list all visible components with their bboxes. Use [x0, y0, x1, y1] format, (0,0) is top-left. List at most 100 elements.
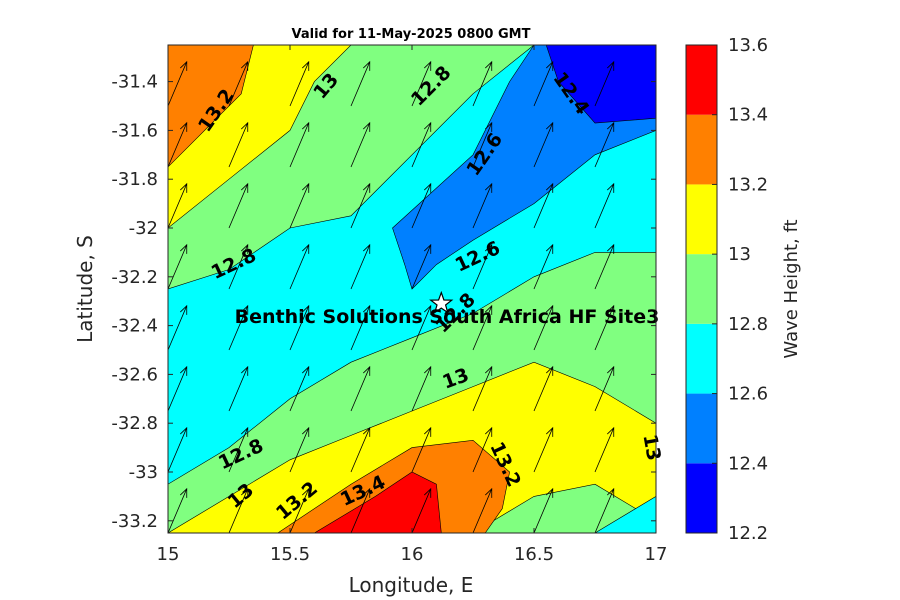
wind-arrow-shaft — [594, 366, 615, 412]
colorbar-swatch — [686, 114, 717, 185]
wind-arrow-shaft — [289, 488, 310, 533]
wind-arrow-head — [424, 365, 432, 376]
wind-arrow-head — [668, 306, 674, 315]
colorbar-label: Wave Height, ft — [781, 219, 802, 358]
wind-arrow — [533, 304, 554, 351]
wind-arrow — [655, 531, 656, 533]
wind-arrow-shaft — [168, 427, 188, 473]
x-axis-label: Longitude, E — [349, 573, 474, 597]
chart-title: Valid for 11-May-2025 0800 GMT — [292, 27, 531, 42]
wind-arrow-shaft — [472, 183, 493, 229]
wind-arrow-shaft — [168, 244, 188, 290]
wind-arrow-head — [180, 426, 188, 437]
wind-arrow-shaft — [411, 427, 432, 473]
wind-arrow — [655, 165, 656, 167]
wind-arrow-head — [607, 365, 615, 376]
wind-arrow — [411, 487, 432, 533]
colorbar-tick-label: 12.4 — [728, 453, 768, 474]
wind-arrow-head — [241, 60, 249, 71]
wind-arrow — [595, 1, 613, 46]
wind-arrow — [594, 304, 615, 351]
wind-arrow-head — [424, 243, 432, 254]
colorbar-swatch — [686, 393, 717, 464]
wind-arrow — [472, 243, 493, 290]
wind-arrow-head — [485, 487, 493, 498]
wind-arrow-head — [546, 365, 554, 376]
wind-arrow-head — [363, 243, 371, 254]
wind-arrow-head — [546, 304, 554, 315]
wind-arrow-head — [363, 182, 371, 193]
wind-arrow — [472, 121, 493, 168]
wind-arrow — [350, 243, 371, 290]
wind-arrow — [594, 365, 615, 412]
wind-arrow-head — [241, 426, 249, 437]
wind-arrow-shaft — [350, 183, 371, 229]
wind-arrow-shaft — [594, 61, 615, 107]
wind-arrow-head — [546, 60, 554, 71]
contour-region-12.6 — [594, 496, 656, 533]
wind-arrow-shaft — [594, 183, 615, 229]
wind-arrow-shaft — [472, 366, 493, 412]
contour-region-13.4 — [313, 471, 442, 533]
wind-arrow-shaft — [289, 305, 310, 351]
wind-arrow-head — [546, 243, 554, 254]
wind-arrow-head — [607, 1, 613, 10]
colorbar-swatch — [686, 184, 717, 255]
wind-arrow-head — [668, 184, 674, 193]
y-tick-label: -31.4 — [111, 72, 158, 93]
wind-arrow — [533, 243, 554, 290]
wind-arrow — [411, 365, 432, 412]
wind-arrow-shaft — [350, 122, 371, 168]
wind-arrow-shaft — [350, 366, 371, 412]
wind-arrow-shaft — [472, 61, 493, 107]
x-tick-label: 17 — [645, 544, 668, 565]
wind-arrow — [168, 487, 188, 533]
wind-arrow-head — [424, 121, 432, 132]
x-axis: 15 15.5 16 16.5 17 — [157, 45, 668, 565]
wind-arrow-head — [363, 365, 371, 376]
y-tick-label: -32.4 — [111, 316, 158, 337]
y-axis-label: Latitude, S — [73, 235, 97, 343]
wind-arrow — [229, 1, 247, 46]
wind-arrow-head — [546, 426, 554, 437]
wind-arrow-shaft — [411, 61, 432, 107]
wind-arrow — [472, 365, 493, 412]
site-marker-group: Benthic Solutions South Africa HF Site3 — [235, 290, 659, 328]
wind-arrow-head — [424, 60, 432, 71]
wind-arrow-head — [607, 121, 615, 132]
wind-arrow-head — [302, 121, 310, 132]
wind-arrow — [168, 182, 188, 229]
wind-arrow-shaft — [228, 183, 249, 229]
wind-arrow-shaft — [533, 305, 554, 351]
wind-arrow-shaft — [656, 1, 675, 45]
colorbar-tick-label: 13.2 — [728, 174, 768, 195]
colorbar-tick-label: 12.8 — [728, 314, 768, 335]
wind-arrow — [472, 182, 493, 229]
wind-arrow — [168, 304, 188, 351]
wind-arrow-shaft — [533, 61, 554, 107]
wind-arrow-shaft — [411, 488, 432, 533]
x-tick-label: 16 — [401, 544, 424, 565]
y-tick-label: -32.2 — [111, 267, 158, 288]
colorbar-tick-label: 13 — [728, 244, 751, 265]
wind-arrow-head — [241, 1, 247, 10]
colorbar-frame — [685, 44, 718, 534]
y-tick-label: -32.8 — [111, 413, 158, 434]
wind-arrow-shaft — [350, 427, 371, 473]
wind-arrow — [472, 60, 493, 107]
x-tick-label: 16.5 — [514, 544, 554, 565]
wind-arrow-head — [241, 304, 249, 315]
wind-arrow-shaft — [229, 45, 230, 46]
wind-arrow-head — [668, 245, 674, 254]
wind-arrow-head — [546, 1, 552, 10]
wind-arrow-head — [302, 182, 310, 193]
wind-arrow — [594, 60, 615, 107]
wind-arrow-head — [485, 243, 493, 254]
wind-arrow — [289, 182, 310, 229]
wind-arrow-head — [180, 304, 188, 315]
wind-arrow-shaft — [533, 244, 554, 290]
wind-arrow-shaft — [533, 122, 554, 168]
wind-arrow — [655, 104, 656, 106]
wind-arrow — [350, 121, 371, 168]
wind-arrow — [228, 426, 249, 473]
